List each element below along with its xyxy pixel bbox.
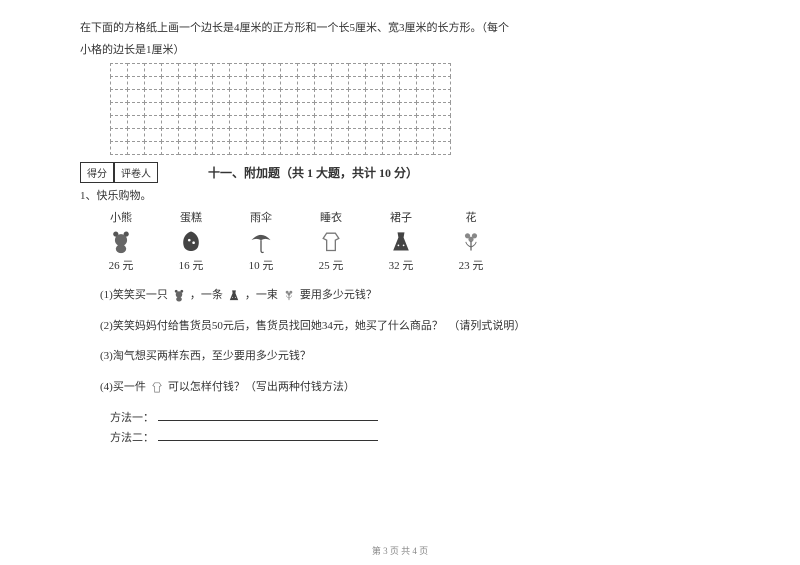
items-row: 小熊 26 元 蛋糕 16 元 雨伞 10 元 睡衣 25 元 裙子 32 元 花 23 元 (100, 209, 720, 273)
instruction-line-1: 在下面的方格纸上画一个边长是4厘米的正方形和一个长5厘米、宽3厘米的长方形。（每… (80, 20, 720, 38)
score-grader-row: 得分 评卷人 十一、附加题（共 1 大题，共计 10 分） (80, 162, 720, 183)
dress-icon (380, 227, 422, 255)
item-price: 10 元 (240, 257, 282, 273)
item-price: 26 元 (100, 257, 142, 273)
sub-question-2: (2)笑笑妈妈付给售货员50元后，售货员找回她34元，她买了什么商品？ （请列式… (100, 318, 720, 335)
method-2-label: 方法二： (110, 429, 154, 445)
item-label: 睡衣 (310, 209, 352, 225)
item-cake: 蛋糕 16 元 (170, 209, 212, 273)
subq1-mid2: ，一束 (245, 287, 278, 304)
pajama-icon (150, 380, 164, 394)
bear-icon (100, 227, 142, 255)
subq1-mid1: ，一条 (190, 287, 223, 304)
method-1-line: 方法一： (110, 409, 720, 425)
grid-paper (110, 63, 720, 154)
item-price: 25 元 (310, 257, 352, 273)
subq4-post: 可以怎样付钱？（写出两种付钱方法） (168, 379, 355, 396)
item-dress: 裙子 32 元 (380, 209, 422, 273)
item-label: 裙子 (380, 209, 422, 225)
item-pajama: 睡衣 25 元 (310, 209, 352, 273)
item-price: 23 元 (450, 257, 492, 273)
score-cell: 得分 (80, 162, 114, 183)
item-label: 雨伞 (240, 209, 282, 225)
dress-icon (227, 288, 241, 302)
item-label: 小熊 (100, 209, 142, 225)
grader-cell: 评卷人 (114, 162, 158, 183)
method-2-blank (158, 429, 378, 441)
subq4-pre: (4)买一件 (100, 379, 146, 396)
umbrella-icon (240, 227, 282, 255)
cake-icon (170, 227, 212, 255)
bear-icon (172, 288, 186, 302)
subq1-post: 要用多少元钱？ (300, 287, 377, 304)
method-2-line: 方法二： (110, 429, 720, 445)
item-label: 蛋糕 (170, 209, 212, 225)
item-label: 花 (450, 209, 492, 225)
item-umbrella: 雨伞 10 元 (240, 209, 282, 273)
sub-question-3: (3)淘气想买两样东西，至少要用多少元钱？ (100, 348, 720, 365)
item-price: 16 元 (170, 257, 212, 273)
sub-question-1: (1)笑笑买一只 ，一条 ，一束 要用多少元钱？ (100, 287, 720, 304)
methods-block: 方法一： 方法二： (110, 409, 720, 445)
method-1-label: 方法一： (110, 409, 154, 425)
method-1-blank (158, 409, 378, 421)
flower-icon (450, 227, 492, 255)
item-bear: 小熊 26 元 (100, 209, 142, 273)
section-title: 十一、附加题（共 1 大题，共计 10 分） (208, 164, 418, 181)
question-1-label: 1、快乐购物。 (80, 187, 720, 203)
subq1-pre: (1)笑笑买一只 (100, 287, 168, 304)
page-footer: 第 3 页 共 4 页 (0, 544, 800, 557)
sub-question-4: (4)买一件 可以怎样付钱？（写出两种付钱方法） (100, 379, 720, 396)
flower-icon (282, 288, 296, 302)
instruction-line-2: 小格的边长是1厘米） (80, 42, 720, 60)
pajama-icon (310, 227, 352, 255)
item-price: 32 元 (380, 257, 422, 273)
item-flower: 花 23 元 (450, 209, 492, 273)
